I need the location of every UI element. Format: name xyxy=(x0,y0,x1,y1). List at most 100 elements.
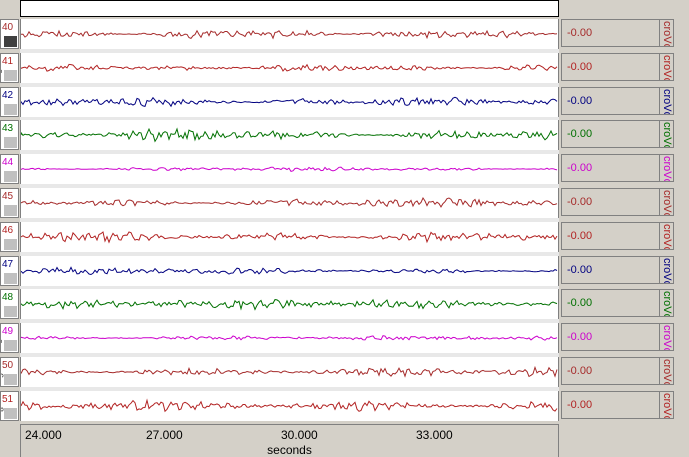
channel-value-box: -0.00 xyxy=(561,154,660,182)
channel-label[interactable]: 40 xyxy=(0,19,19,49)
waveform-line xyxy=(21,166,558,172)
channel-unit-box: croVc xyxy=(660,154,674,182)
channel-number: 50 xyxy=(2,360,14,371)
channel-number: 46 xyxy=(2,225,14,236)
channel-label[interactable]: 44 xyxy=(0,154,19,184)
channel-marker xyxy=(4,374,17,385)
trace-plot[interactable] xyxy=(20,120,559,150)
channel-label[interactable]: 49 c xyxy=(0,323,19,353)
channel-value-box: -0.00 xyxy=(561,391,660,419)
row-separator xyxy=(20,286,559,290)
row-separator xyxy=(20,387,559,391)
trace-plot[interactable] xyxy=(20,154,559,184)
channel-value: -0.00 xyxy=(567,399,593,411)
channel-value: -0.00 xyxy=(567,331,593,343)
channel-label[interactable]: 43 xyxy=(0,120,19,150)
channel-row: 49 c -0.00 croVc xyxy=(0,323,689,353)
channel-number: 41 xyxy=(2,56,14,67)
channel-number: 43 xyxy=(2,123,14,134)
waveform-trace xyxy=(21,63,558,72)
channel-row: 43 -0.00 croVc xyxy=(0,120,689,150)
row-separator xyxy=(20,117,559,121)
channel-value-box: -0.00 xyxy=(561,289,660,317)
top-marker-strip[interactable] xyxy=(20,0,559,17)
channel-unit: croVc xyxy=(661,291,673,317)
channel-number: 51 xyxy=(2,394,14,405)
channel-marker xyxy=(4,340,17,351)
waveform-trace xyxy=(21,127,558,143)
channel-row: 46 -0.00 croVc xyxy=(0,222,689,252)
tick-label-24: 24.000 xyxy=(25,428,62,442)
channel-label[interactable]: 42 xyxy=(0,87,19,117)
row-separator xyxy=(20,252,559,256)
waveform-trace xyxy=(21,298,558,311)
channel-unit-box: croVc xyxy=(660,323,674,351)
channel-value: -0.00 xyxy=(567,61,593,73)
waveform-trace xyxy=(21,365,558,378)
channel-label[interactable]: 47 xyxy=(0,256,19,286)
channel-value-box: -0.00 xyxy=(561,357,660,385)
channel-unit-box: croVc xyxy=(660,120,674,148)
channel-label[interactable]: 46 xyxy=(0,222,19,252)
trace-plot[interactable] xyxy=(20,53,559,83)
channel-unit: croVc xyxy=(661,122,673,148)
channel-unit: croVc xyxy=(661,258,673,284)
trace-plot[interactable] xyxy=(20,19,559,49)
waveform-line xyxy=(21,127,558,143)
waveform-line xyxy=(21,29,558,40)
waveform-line xyxy=(21,96,558,108)
channel-marker xyxy=(4,137,17,148)
trace-plot[interactable] xyxy=(20,222,559,252)
channel-label[interactable]: 48 xyxy=(0,289,19,319)
channel-value-box: -0.00 xyxy=(561,256,660,284)
waveform-line xyxy=(21,335,558,341)
channel-unit-box: croVc xyxy=(660,391,674,419)
channel-value: -0.00 xyxy=(567,264,593,276)
waveform-line xyxy=(21,365,558,378)
trace-plot[interactable] xyxy=(20,87,559,117)
row-separator xyxy=(20,184,559,188)
trace-plot[interactable] xyxy=(20,289,559,319)
waveform-line xyxy=(21,398,558,413)
channel-number: 45 xyxy=(2,191,14,202)
waveform-trace xyxy=(21,231,558,244)
trace-plot[interactable] xyxy=(20,188,559,218)
channel-label[interactable]: 45 xyxy=(0,188,19,218)
channel-row: 45 -0.00 croVc xyxy=(0,188,689,218)
tick-label-27: 27.000 xyxy=(146,428,183,442)
channel-label[interactable]: 506 xyxy=(0,357,19,387)
trace-plot[interactable] xyxy=(20,357,559,387)
channel-unit: croVc xyxy=(661,190,673,216)
trace-plot[interactable] xyxy=(20,391,559,421)
trace-plot[interactable] xyxy=(20,256,559,286)
channel-number: 48 xyxy=(2,292,14,303)
channel-value: -0.00 xyxy=(567,297,593,309)
tick-label-30: 30.000 xyxy=(281,428,318,442)
row-separator xyxy=(20,353,559,357)
waveform-line xyxy=(21,63,558,72)
channel-label[interactable]: 518 xyxy=(0,391,19,421)
channel-marker xyxy=(4,306,17,317)
channel-value-box: -0.00 xyxy=(561,53,660,81)
row-separator xyxy=(20,83,559,87)
channel-row: 41 c -0.00 croVc xyxy=(0,53,689,83)
channel-unit-box: croVc xyxy=(660,87,674,115)
channel-number: 40 xyxy=(2,22,14,33)
channel-unit: croVc xyxy=(661,55,673,81)
channel-unit: croVc xyxy=(661,89,673,115)
channel-row: 40 -0.00 croVc xyxy=(0,19,689,49)
trace-plot[interactable] xyxy=(20,323,559,353)
waveform-trace xyxy=(21,398,558,413)
axis-label: seconds xyxy=(267,443,312,457)
channel-value: -0.00 xyxy=(567,128,593,140)
channel-value: -0.00 xyxy=(567,365,593,377)
row-separator xyxy=(20,319,559,323)
waveform-line xyxy=(21,196,558,208)
vertical-scrollbar[interactable] xyxy=(676,20,689,424)
channel-code: c xyxy=(1,339,5,344)
waveform-line xyxy=(21,298,558,311)
row-separator xyxy=(20,150,559,154)
channel-label[interactable]: 41 c xyxy=(0,53,19,83)
channel-marker xyxy=(4,205,17,216)
